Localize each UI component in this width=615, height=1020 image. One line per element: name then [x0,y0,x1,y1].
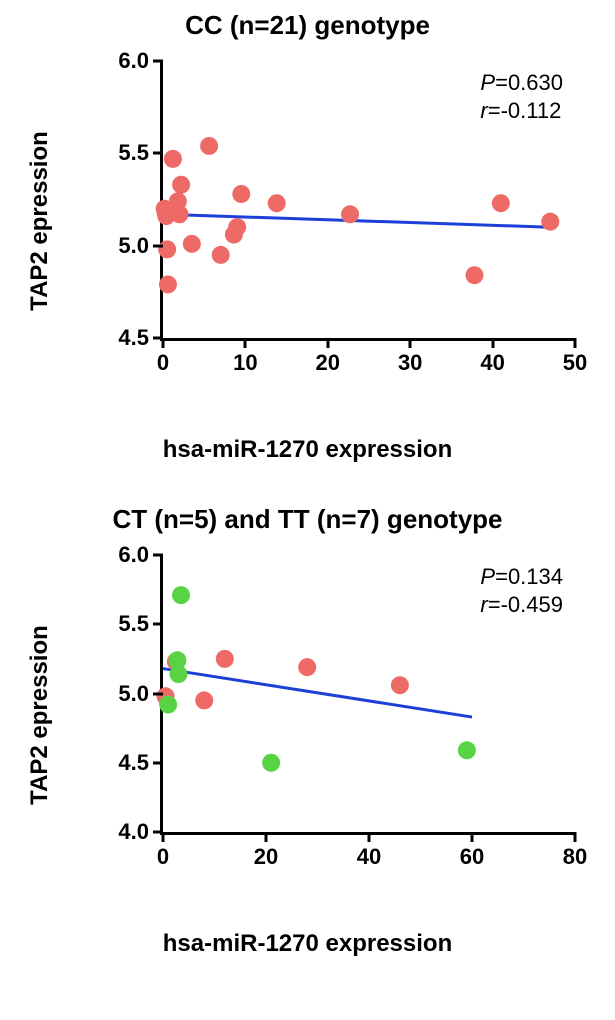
data-point [341,205,359,223]
y-tick [153,623,163,626]
x-tick-label: 60 [460,844,484,870]
data-point [232,185,250,203]
x-tick-label: 80 [563,844,587,870]
y-tick-label: 5.0 [118,681,149,707]
x-tick [491,338,494,348]
y-tick-label: 6.0 [118,542,149,568]
y-tick-label: 5.5 [118,611,149,637]
x-tick-label: 20 [254,844,278,870]
data-point [458,741,476,759]
x-tick [409,338,412,348]
x-tick-label: 0 [157,350,169,376]
plot-wrap: TAP2 epression P=0.134 r=-0.459 4.04.55.… [100,545,585,885]
data-point [268,194,286,212]
data-point [169,665,187,683]
y-tick [153,244,163,247]
x-tick [471,832,474,842]
y-tick [153,60,163,63]
data-point [391,676,409,694]
y-axis-label: TAP2 epression [26,131,54,311]
x-tick [162,832,165,842]
data-point [158,240,176,258]
data-point [170,205,188,223]
data-point [298,658,316,676]
x-tick [368,832,371,842]
data-point [541,213,559,231]
data-point [159,696,177,714]
x-tick [244,338,247,348]
data-point [492,194,510,212]
panel-ct-tt: CT (n=5) and TT (n=7) genotype TAP2 epre… [10,504,605,958]
plot-area: P=0.134 r=-0.459 4.04.55.05.56.002040608… [160,555,575,835]
figure: CC (n=21) genotype TAP2 epression P=0.63… [0,0,615,958]
x-tick [574,338,577,348]
y-tick-label: 5.5 [118,140,149,166]
x-axis-label: hsa-miR-1270 expression [10,930,605,958]
data-point [200,137,218,155]
panel-title: CC (n=21) genotype [10,10,605,41]
y-tick-label: 6.0 [118,48,149,74]
y-tick [153,692,163,695]
y-tick [153,152,163,155]
x-axis-label: hsa-miR-1270 expression [10,436,605,464]
data-point [465,266,483,284]
plot-area: P=0.630 r=-0.112 4.55.05.56.001020304050 [160,61,575,341]
scatter-svg [163,61,575,338]
plot-wrap: TAP2 epression P=0.630 r=-0.112 4.55.05.… [100,51,585,391]
data-point [159,275,177,293]
x-tick [574,832,577,842]
data-point [216,650,234,668]
trend-line [163,669,472,717]
y-axis-label: TAP2 epression [26,625,54,805]
data-point [195,691,213,709]
x-tick [162,338,165,348]
data-point [212,246,230,264]
x-tick-label: 30 [398,350,422,376]
x-tick-label: 10 [233,350,257,376]
y-tick [153,554,163,557]
x-tick-label: 40 [480,350,504,376]
panel-title: CT (n=5) and TT (n=7) genotype [10,504,605,535]
y-tick-label: 5.0 [118,233,149,259]
data-point [172,586,190,604]
y-tick-label: 4.5 [118,325,149,351]
x-tick-label: 20 [316,350,340,376]
x-tick-label: 40 [357,844,381,870]
x-tick-label: 50 [563,350,587,376]
y-tick-label: 4.0 [118,819,149,845]
data-point [183,235,201,253]
data-point [172,176,190,194]
x-tick [265,832,268,842]
x-tick [326,338,329,348]
x-tick-label: 0 [157,844,169,870]
data-point [262,754,280,772]
scatter-svg [163,555,575,832]
y-tick-label: 4.5 [118,750,149,776]
data-point [164,150,182,168]
panel-cc: CC (n=21) genotype TAP2 epression P=0.63… [10,10,605,464]
y-tick [153,761,163,764]
data-point [228,218,246,236]
